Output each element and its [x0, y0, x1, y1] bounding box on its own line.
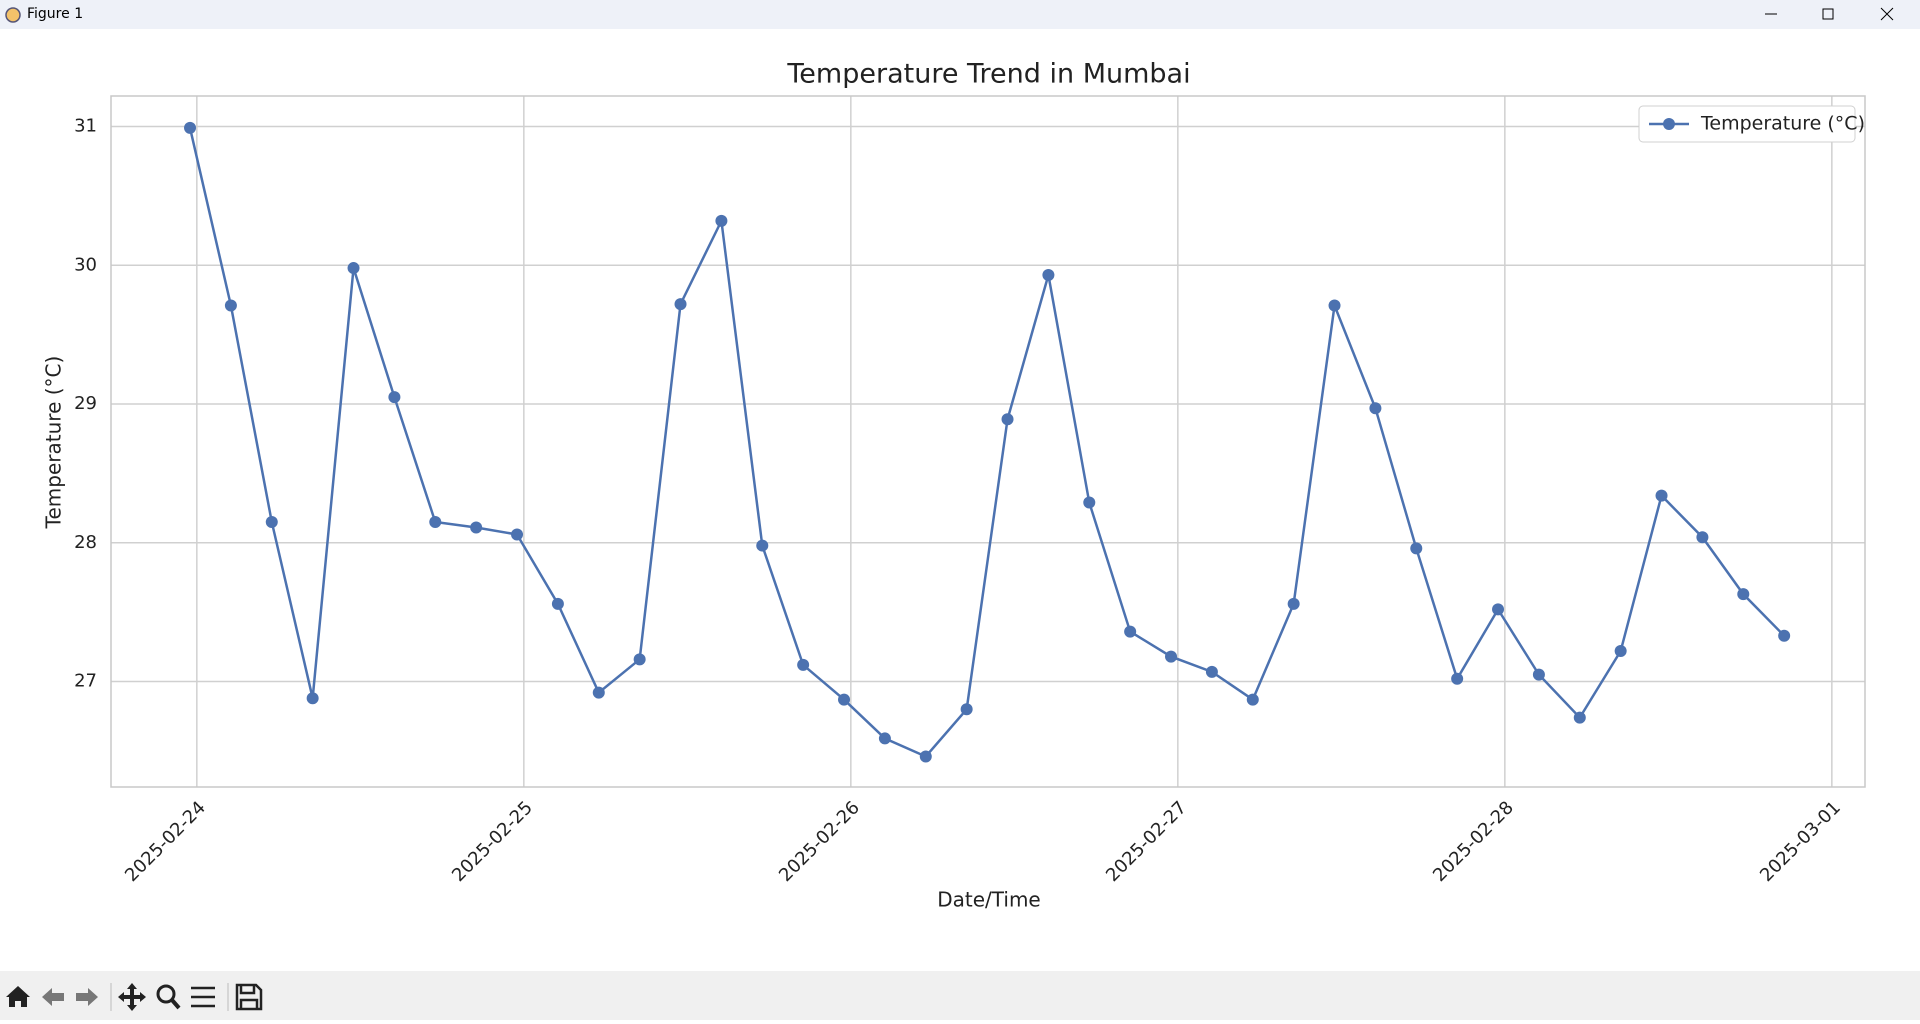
x-tick-label: 2025-02-27	[1102, 797, 1191, 886]
data-point	[878, 732, 891, 745]
legend-label: Temperature (°C)	[1700, 113, 1865, 135]
data-point	[674, 298, 687, 311]
data-point	[1083, 496, 1096, 509]
y-axis-label: Temperature (°C)	[42, 356, 66, 530]
zoom-handle	[170, 998, 181, 1010]
data-point	[1287, 597, 1300, 610]
app-icon	[5, 7, 21, 23]
data-point	[1369, 402, 1382, 415]
data-point	[1410, 542, 1423, 555]
y-tick-label: 31	[74, 116, 97, 137]
data-point	[306, 692, 319, 705]
x-tick-label: 2025-02-25	[448, 797, 537, 886]
toolbar	[0, 971, 1920, 1020]
window-title: Figure 1	[27, 6, 84, 22]
restore[interactable]	[1822, 8, 1834, 20]
chart-title: Temperature Trend in Mumbai	[786, 59, 1190, 90]
data-point	[1573, 711, 1586, 724]
legend: Temperature (°C)	[1638, 105, 1865, 143]
y-tick-label: 28	[74, 532, 97, 553]
data-point	[715, 214, 728, 227]
toolbar-icons	[6, 983, 263, 1011]
data-point	[1778, 629, 1791, 642]
data-point	[797, 658, 810, 671]
configure-button[interactable]	[191, 986, 215, 1008]
data-point	[1614, 645, 1627, 658]
data-point	[756, 539, 769, 552]
data-line	[188, 127, 1786, 758]
forward-button[interactable]	[76, 988, 98, 1006]
save-button[interactable]	[235, 983, 263, 1011]
data-point	[1042, 268, 1055, 281]
data-point	[1165, 650, 1178, 663]
data-point	[1451, 672, 1464, 685]
title-bar: Figure 1	[0, 0, 1920, 29]
x-tick-label: 2025-02-24	[121, 797, 210, 886]
back-button[interactable]	[42, 988, 64, 1006]
data-point	[184, 121, 197, 134]
legend-marker	[1663, 118, 1675, 130]
data-point	[1492, 603, 1505, 616]
data-point	[960, 703, 973, 716]
data-point	[838, 693, 851, 706]
data-point	[1246, 693, 1259, 706]
data-point	[1737, 588, 1750, 601]
y-tick-label: 29	[74, 393, 97, 414]
data-point	[1328, 299, 1341, 312]
data-point	[919, 750, 932, 763]
chart: Temperature Trend in Mumbai Date/Time Te…	[42, 59, 1866, 912]
zoom-button[interactable]	[156, 984, 176, 1004]
data-point	[511, 528, 524, 541]
data-point	[1655, 489, 1668, 502]
home-button[interactable]	[6, 986, 30, 1007]
plot-frame	[110, 95, 1866, 788]
x-tick-label: 2025-03-01	[1756, 797, 1845, 886]
pan-button[interactable]	[118, 983, 146, 1011]
data-point	[1001, 413, 1014, 426]
x-axis-label: Date/Time	[937, 888, 1041, 912]
data-point	[224, 299, 237, 312]
data-point	[1532, 668, 1545, 681]
data-point	[347, 262, 360, 275]
data-point	[388, 391, 401, 404]
data-point	[592, 686, 605, 699]
x-tick-label: 2025-02-26	[775, 797, 864, 886]
y-tick-label: 30	[74, 254, 97, 275]
data-point	[470, 521, 483, 534]
close[interactable]	[1880, 7, 1894, 21]
legend-box	[1638, 105, 1856, 143]
data-point	[1124, 625, 1137, 638]
data-point	[1696, 531, 1709, 544]
data-point	[633, 653, 646, 666]
x-tick-label: 2025-02-28	[1429, 797, 1518, 886]
data-point	[551, 597, 564, 610]
data-point	[429, 515, 442, 528]
y-tick-label: 27	[74, 671, 97, 692]
data-point	[1205, 665, 1218, 678]
data-point	[265, 515, 278, 528]
window-controls[interactable]	[1740, 0, 1920, 29]
